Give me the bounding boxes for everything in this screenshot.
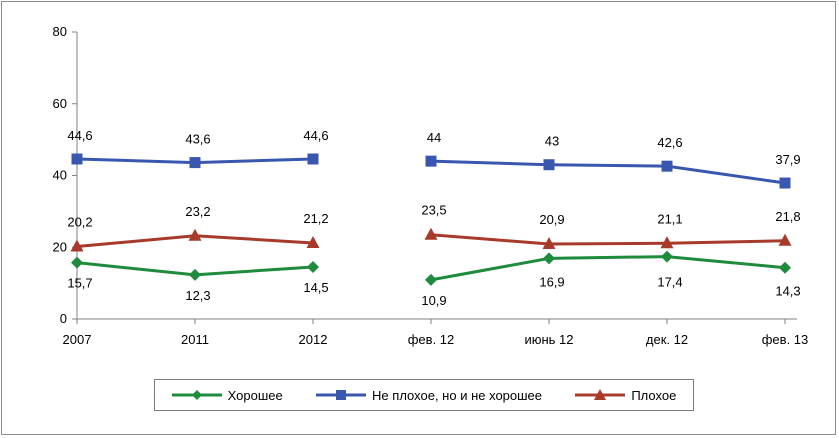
legend-key-neutral xyxy=(316,390,367,400)
data-label-neutral: 43,6 xyxy=(185,132,210,147)
legend-item-good: Хорошее xyxy=(171,387,283,403)
legend-label-neutral: Не плохое, но и не хорошее xyxy=(372,387,543,403)
legend-item-bad: Плохое xyxy=(575,388,676,403)
legend-key-good xyxy=(171,390,222,400)
y-tick-label: 60 xyxy=(53,96,67,111)
data-label-neutral: 44 xyxy=(427,130,441,145)
data-label-good: 17,4 xyxy=(657,275,682,290)
data-label-good: 14,5 xyxy=(303,280,328,295)
data-point-bad xyxy=(188,228,202,241)
data-point-neutral xyxy=(779,177,791,189)
x-tick-label: 2011 xyxy=(181,332,209,347)
y-tick-label: 20 xyxy=(53,239,67,254)
data-point-neutral xyxy=(543,159,555,171)
series-line-good xyxy=(430,255,786,282)
data-point-good xyxy=(779,261,791,274)
series-line-neutral xyxy=(430,159,786,185)
data-point-bad xyxy=(424,227,438,240)
x-tick-label: дек. 12 xyxy=(646,332,688,347)
data-label-good: 14,3 xyxy=(775,284,800,299)
data-point-good xyxy=(425,273,437,286)
data-label-good: 12,3 xyxy=(185,288,210,303)
data-point-good xyxy=(189,268,201,281)
data-point-neutral xyxy=(425,155,437,167)
data-point-bad xyxy=(542,237,556,250)
data-label-bad: 21,8 xyxy=(775,209,800,224)
data-point-bad xyxy=(778,233,792,246)
data-label-neutral: 37,9 xyxy=(775,152,800,167)
y-tick-label: 40 xyxy=(53,168,67,183)
data-label-bad: 20,9 xyxy=(539,212,564,227)
data-label-good: 15,7 xyxy=(67,276,92,291)
y-tick-label: 0 xyxy=(60,311,67,326)
data-point-bad xyxy=(70,239,84,252)
data-label-bad: 20,2 xyxy=(67,215,92,230)
data-point-neutral xyxy=(661,160,673,172)
legend-label-bad: Плохое xyxy=(631,387,677,403)
x-tick-label: 2007 xyxy=(63,332,92,347)
data-point-bad xyxy=(660,236,674,249)
legend-item-neutral: Не плохое, но и не хорошее xyxy=(316,388,542,403)
data-label-bad: 21,2 xyxy=(303,211,328,226)
legend-key-bad xyxy=(575,389,626,400)
y-tick-label: 80 xyxy=(53,24,67,39)
data-label-neutral: 43 xyxy=(545,134,559,149)
data-label-bad: 21,1 xyxy=(657,211,682,226)
data-point-bad xyxy=(306,235,320,248)
data-label-neutral: 44,6 xyxy=(67,128,92,143)
data-point-good xyxy=(307,260,319,273)
data-point-good xyxy=(71,256,83,269)
data-label-good: 10,9 xyxy=(421,293,446,308)
data-point-good xyxy=(661,250,673,263)
data-point-neutral xyxy=(307,153,319,165)
legend-label-good: Хорошее xyxy=(227,387,283,403)
data-label-neutral: 44,6 xyxy=(303,128,328,143)
series-line-bad xyxy=(430,233,786,246)
legend: Хорошее Не плохое, но и не хорошее Плохое xyxy=(154,379,694,411)
data-label-bad: 23,5 xyxy=(421,203,446,218)
x-tick-label: фев. 12 xyxy=(408,332,455,347)
data-label-good: 16,9 xyxy=(539,274,564,289)
x-tick-label: фев. 13 xyxy=(762,332,809,347)
x-tick-label: 2012 xyxy=(299,332,328,347)
data-point-good xyxy=(543,252,555,265)
data-label-neutral: 42,6 xyxy=(657,135,682,150)
x-tick-label: июнь 12 xyxy=(524,332,573,347)
data-label-bad: 23,2 xyxy=(185,204,210,219)
data-point-neutral xyxy=(71,153,83,165)
data-point-neutral xyxy=(189,157,201,169)
